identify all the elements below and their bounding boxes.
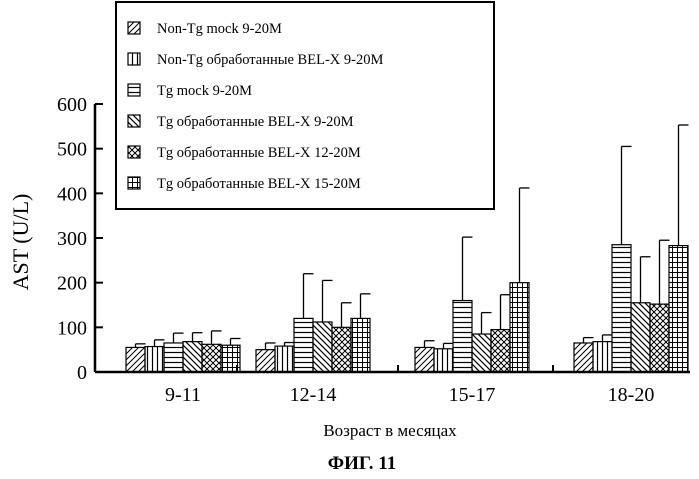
legend-swatch bbox=[128, 146, 140, 158]
y-tick-label: 0 bbox=[77, 362, 87, 384]
bar bbox=[294, 318, 313, 372]
bar bbox=[669, 246, 688, 372]
bar bbox=[593, 342, 612, 372]
legend-swatch bbox=[128, 177, 140, 189]
y-tick-label: 100 bbox=[57, 317, 87, 339]
bar bbox=[631, 303, 650, 372]
bar bbox=[491, 330, 510, 372]
legend-swatch bbox=[128, 115, 140, 127]
bar bbox=[202, 344, 221, 372]
bar bbox=[415, 347, 434, 372]
legend-entry: Tg mock 9-20M bbox=[157, 83, 252, 99]
bar bbox=[126, 347, 145, 372]
legend-entry: Tg обработанные BEL-X 12-20M bbox=[157, 145, 361, 161]
legend-entry: Non-Tg обработанные BEL-X 9-20M bbox=[157, 52, 383, 68]
bar bbox=[164, 343, 183, 372]
legend-swatch bbox=[128, 53, 140, 65]
bar bbox=[650, 304, 669, 372]
bar bbox=[510, 283, 529, 372]
y-tick-label: 300 bbox=[57, 228, 87, 250]
bar bbox=[145, 347, 164, 372]
x-axis-label: Возраст в месяцах bbox=[323, 421, 457, 440]
bar bbox=[574, 343, 593, 372]
x-tick-label: 18-20 bbox=[608, 384, 655, 406]
figure-caption: ФИГ. 11 bbox=[328, 453, 397, 474]
bar bbox=[351, 318, 370, 372]
x-tick-label: 9-11 bbox=[165, 384, 201, 406]
bar bbox=[256, 350, 275, 372]
legend-entry: Tg обработанные BEL-X 15-20M bbox=[157, 176, 361, 192]
bar bbox=[434, 349, 453, 372]
x-tick-label: 12-14 bbox=[290, 384, 337, 406]
y-tick-label: 200 bbox=[57, 273, 87, 295]
y-tick-label: 500 bbox=[57, 139, 87, 161]
legend: Non-Tg mock 9-20M Non-Tg обработанные BEL… bbox=[116, 2, 494, 209]
y-tick-label: 400 bbox=[57, 183, 87, 205]
legend-entry: Non-Tg mock 9-20M bbox=[157, 21, 282, 37]
bar bbox=[275, 346, 294, 372]
x-tick-label: 15-17 bbox=[449, 384, 496, 406]
bar bbox=[183, 342, 202, 372]
bar bbox=[612, 245, 631, 372]
bar bbox=[472, 334, 491, 372]
bar bbox=[453, 301, 472, 372]
legend-entry: Tg обработанные BEL-X 9-20M bbox=[157, 114, 354, 130]
bar bbox=[332, 327, 351, 372]
bar bbox=[313, 322, 332, 372]
legend-swatch bbox=[128, 22, 140, 34]
legend-swatch bbox=[128, 84, 140, 96]
y-axis-label: AST (U/L) bbox=[8, 194, 33, 291]
y-tick-label: 600 bbox=[57, 94, 87, 116]
